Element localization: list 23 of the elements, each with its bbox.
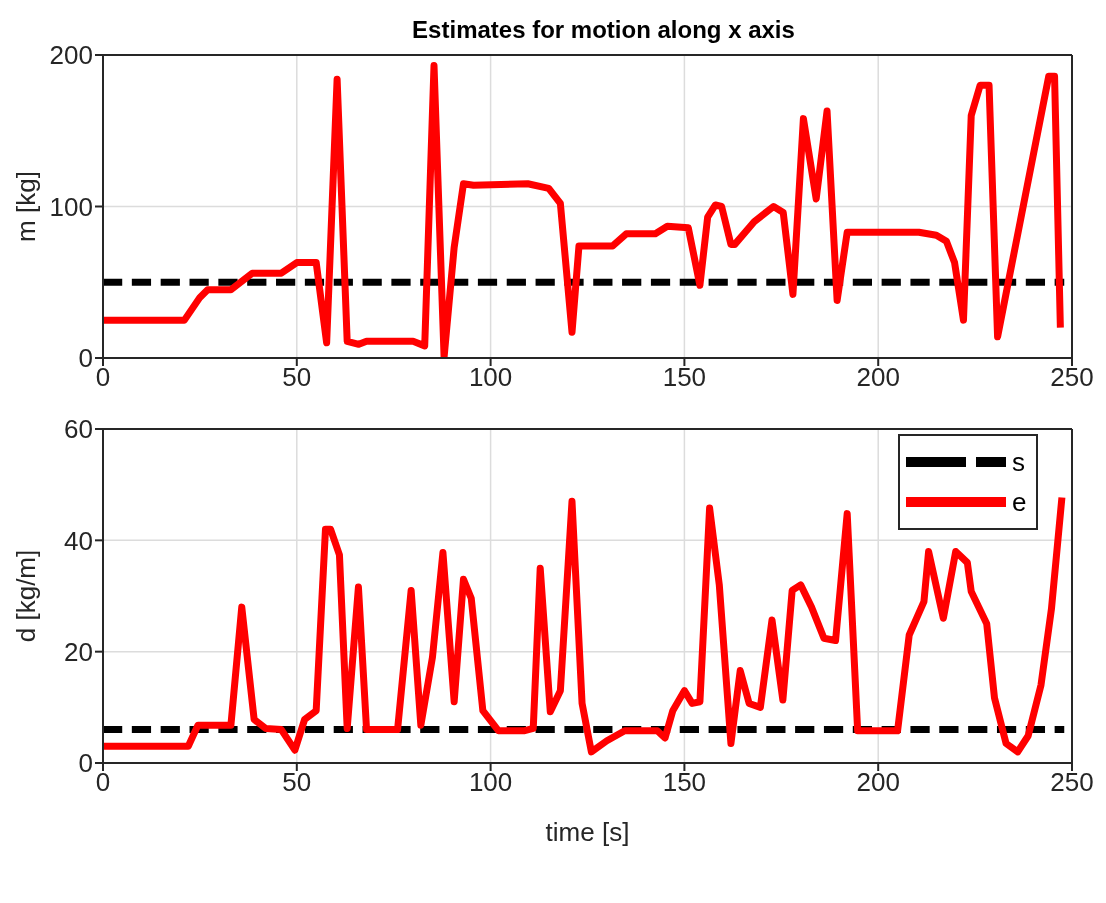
chart-title: Estimates for motion along x axis	[411, 16, 796, 44]
x-axis-title: time [s]	[545, 817, 630, 847]
x-tick-label: 250	[1050, 362, 1094, 393]
x-tick-label: 200	[856, 767, 900, 798]
y-tick-label: 40	[64, 525, 93, 556]
y-tick-label: 100	[49, 191, 93, 222]
y-axis-title: d [kg/m]	[11, 549, 42, 643]
x-tick-label: 150	[662, 767, 707, 798]
legend-label: s	[1012, 446, 1025, 478]
x-tick-label: 100	[468, 767, 513, 798]
x-tick-label: 250	[1050, 767, 1094, 798]
y-axis-title: m [kg]	[11, 171, 42, 242]
x-tick-label: 200	[856, 362, 900, 393]
legend-label: e	[1012, 486, 1027, 518]
y-tick-label: 60	[64, 414, 93, 445]
y-tick-label: 0	[78, 343, 93, 374]
x-tick-label: 50	[282, 362, 312, 393]
y-tick-label: 200	[49, 40, 93, 71]
x-tick-label: 150	[662, 362, 707, 393]
y-tick-label: 20	[64, 636, 93, 667]
x-tick-label: 100	[468, 362, 513, 393]
x-tick-label: 50	[282, 767, 312, 798]
y-tick-label: 0	[78, 748, 93, 779]
